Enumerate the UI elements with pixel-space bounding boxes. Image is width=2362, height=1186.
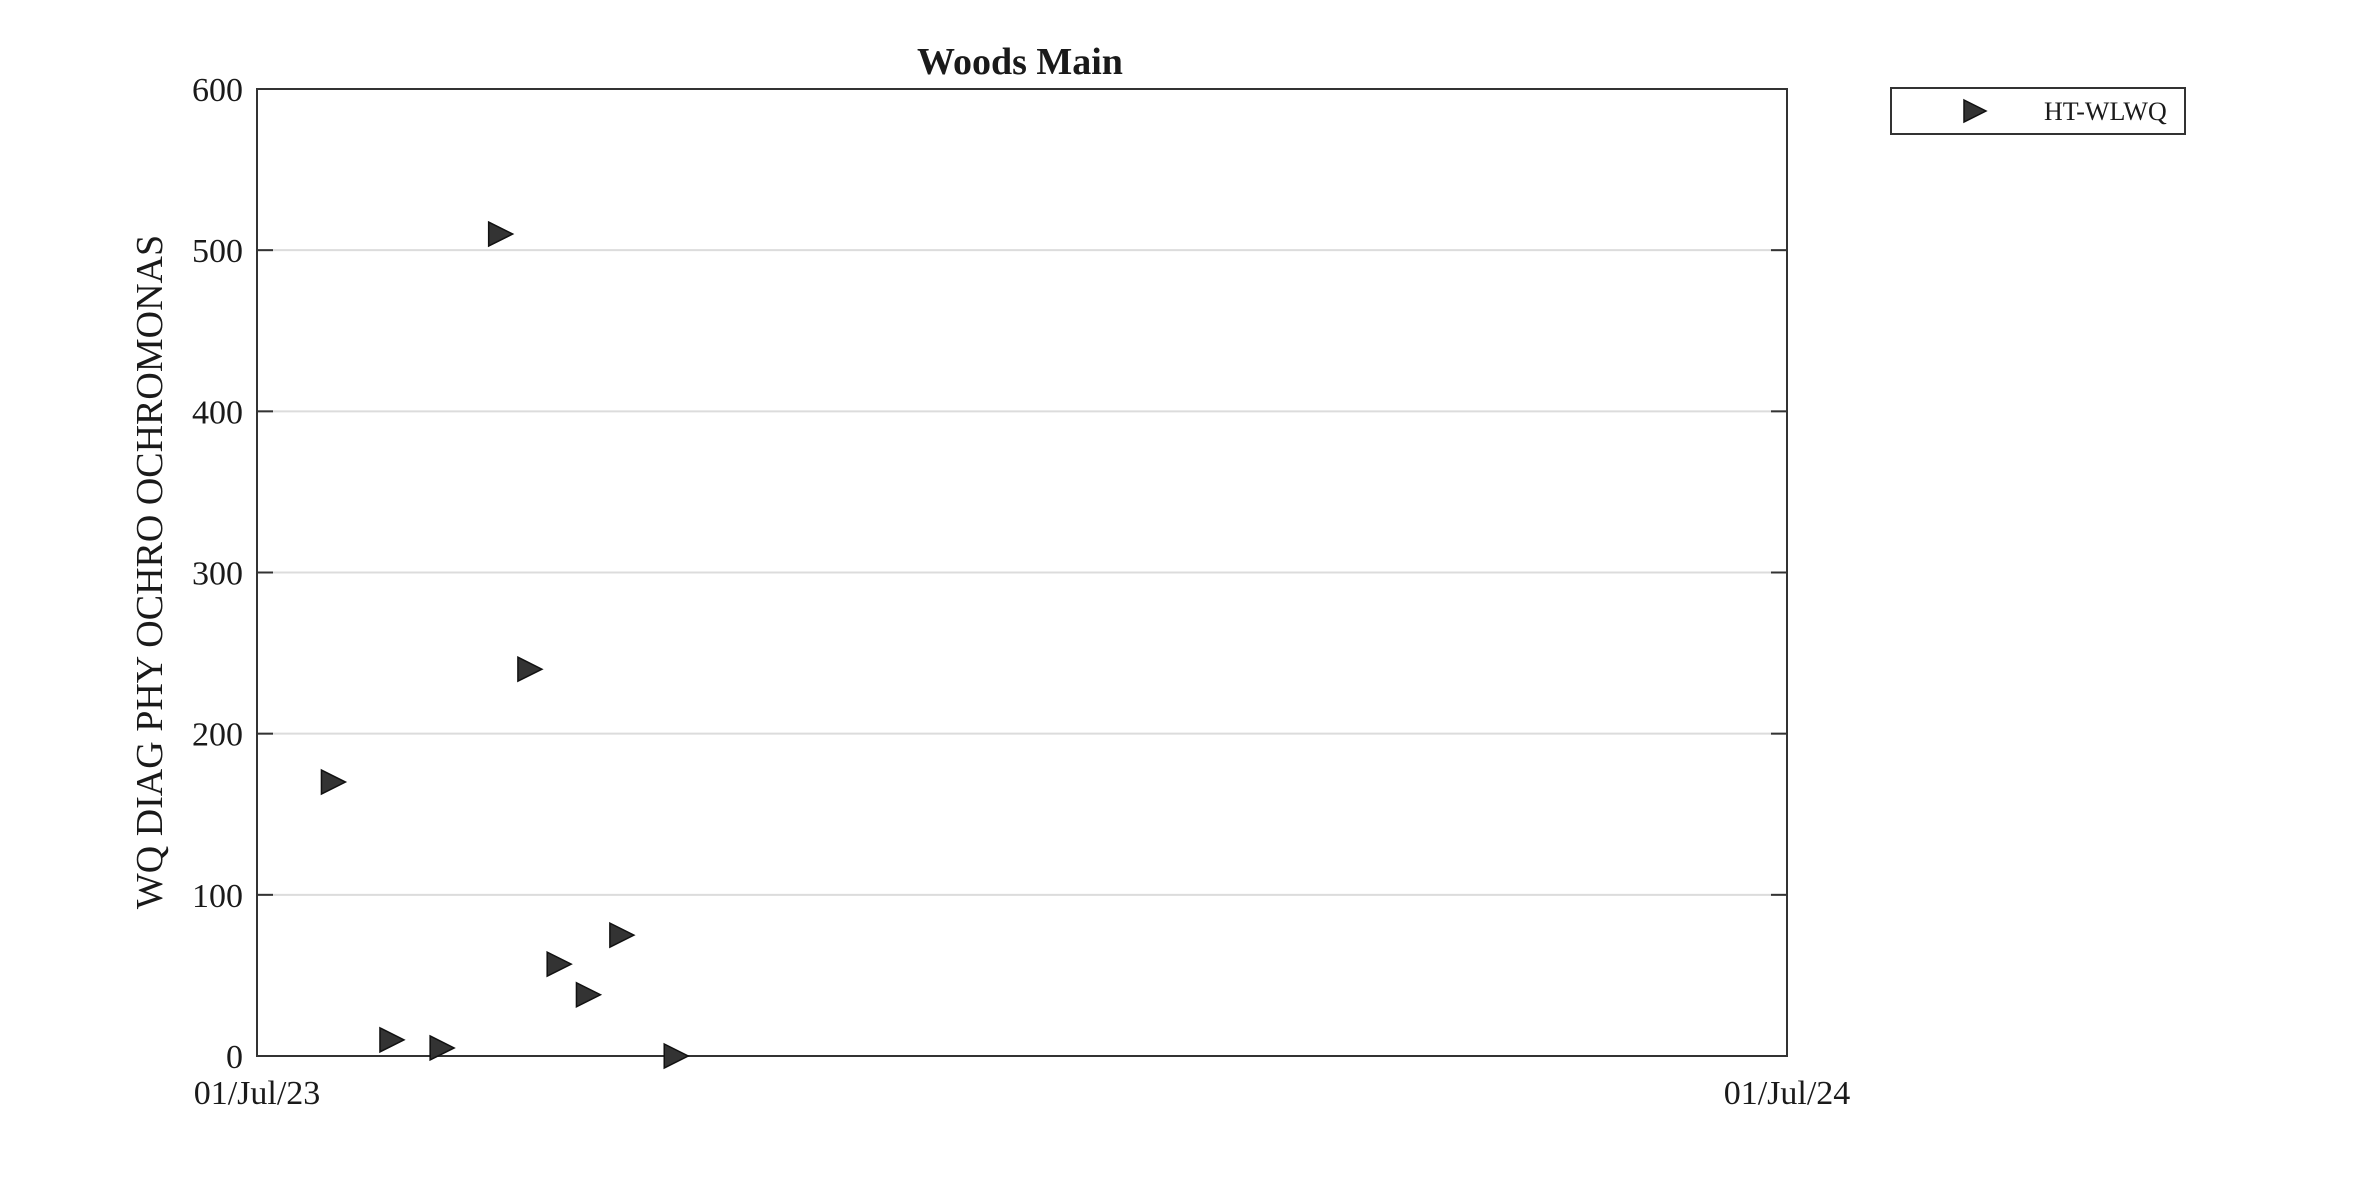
legend: HT-WLWQ [1890,87,2186,135]
y-tick-label: 0 [226,1039,243,1076]
data-point [517,655,544,683]
legend-entry-label: HT-WLWQ [2044,97,2167,126]
legend-box [1890,87,2186,135]
data-point [575,981,603,1008]
x-tick-label: 01/Jul/24 [1724,1075,1851,1112]
y-tick-label: 400 [192,394,243,431]
legend-marker-triangle-right-icon [1963,98,1988,124]
y-axis-label: WQ DIAG PHY OCHRO OCHROMONAS [129,235,171,909]
x-axis-ticks: 01/Jul/23 01/Jul/24 [194,1040,1851,1112]
y-tick-label: 300 [192,556,243,593]
gridlines [257,249,1787,896]
y-tick-label: 100 [192,878,243,915]
x-tick-label: 01/Jul/23 [194,1075,321,1112]
data-point [379,1026,406,1054]
data-point [429,1034,456,1062]
data-point [320,768,348,796]
data-point [609,921,636,949]
series-points [320,220,690,1070]
data-point [663,1042,690,1070]
chart-title: Woods Main [917,41,1123,83]
y-tick-label: 200 [192,717,243,754]
y-axis-ticks: 0 100 200 300 400 500 600 [192,72,1787,1076]
data-point [487,220,515,248]
data-point [546,950,573,978]
y-tick-label: 600 [192,72,243,109]
y-tick-label: 500 [192,233,243,270]
